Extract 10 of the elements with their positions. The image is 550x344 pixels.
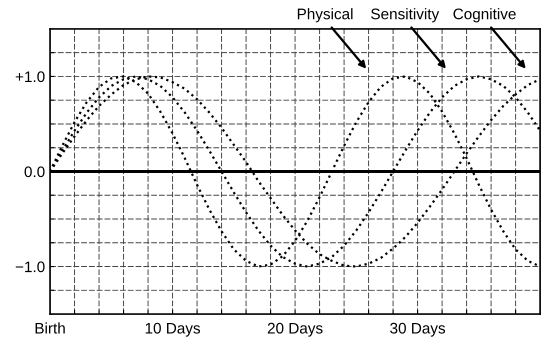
text: Sensitivity bbox=[371, 8, 440, 22]
x-tick-label: 30 Days bbox=[390, 322, 446, 337]
text: Physical bbox=[298, 8, 352, 22]
x-tick-label: 10 Days bbox=[146, 322, 200, 337]
y-tick-label: −1.0 bbox=[16, 261, 45, 272]
text: Cognitive bbox=[453, 8, 516, 22]
y-tick-label: 0.0 bbox=[24, 166, 45, 178]
x-tick-label: Birth bbox=[36, 322, 65, 334]
y-tick-label: +1.0 bbox=[16, 71, 45, 82]
x-tick-label: 20 Days bbox=[268, 322, 323, 337]
